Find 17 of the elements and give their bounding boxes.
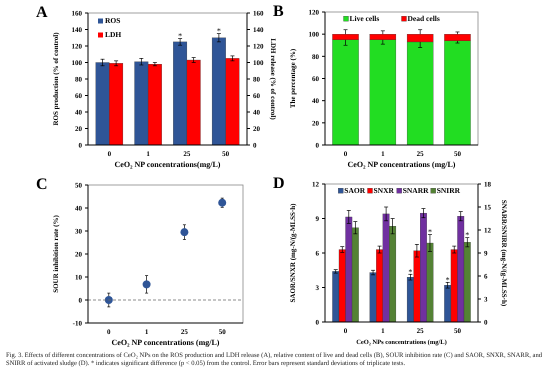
point [218, 198, 226, 207]
x-axis-title: CeO₂ NP concentrations (mg/L) [112, 338, 220, 347]
chart-title: A [36, 4, 48, 21]
chart-title: D [273, 175, 285, 192]
annotation: * [178, 32, 182, 41]
annotation: * [465, 230, 470, 240]
annotation: * [408, 267, 412, 276]
point [104, 296, 113, 304]
x-axis-title: CeO₂ NP concentrations (mg/L) [348, 160, 456, 169]
chart-title: C [36, 176, 48, 193]
annotation: * [428, 228, 432, 237]
point [180, 228, 188, 236]
annotation: * [446, 275, 450, 284]
chart-title: B [273, 3, 284, 20]
annotation: * [216, 26, 221, 36]
point [142, 280, 151, 288]
x-axis-title: CeO₂ NP concentrations(mg/L) [114, 160, 221, 169]
